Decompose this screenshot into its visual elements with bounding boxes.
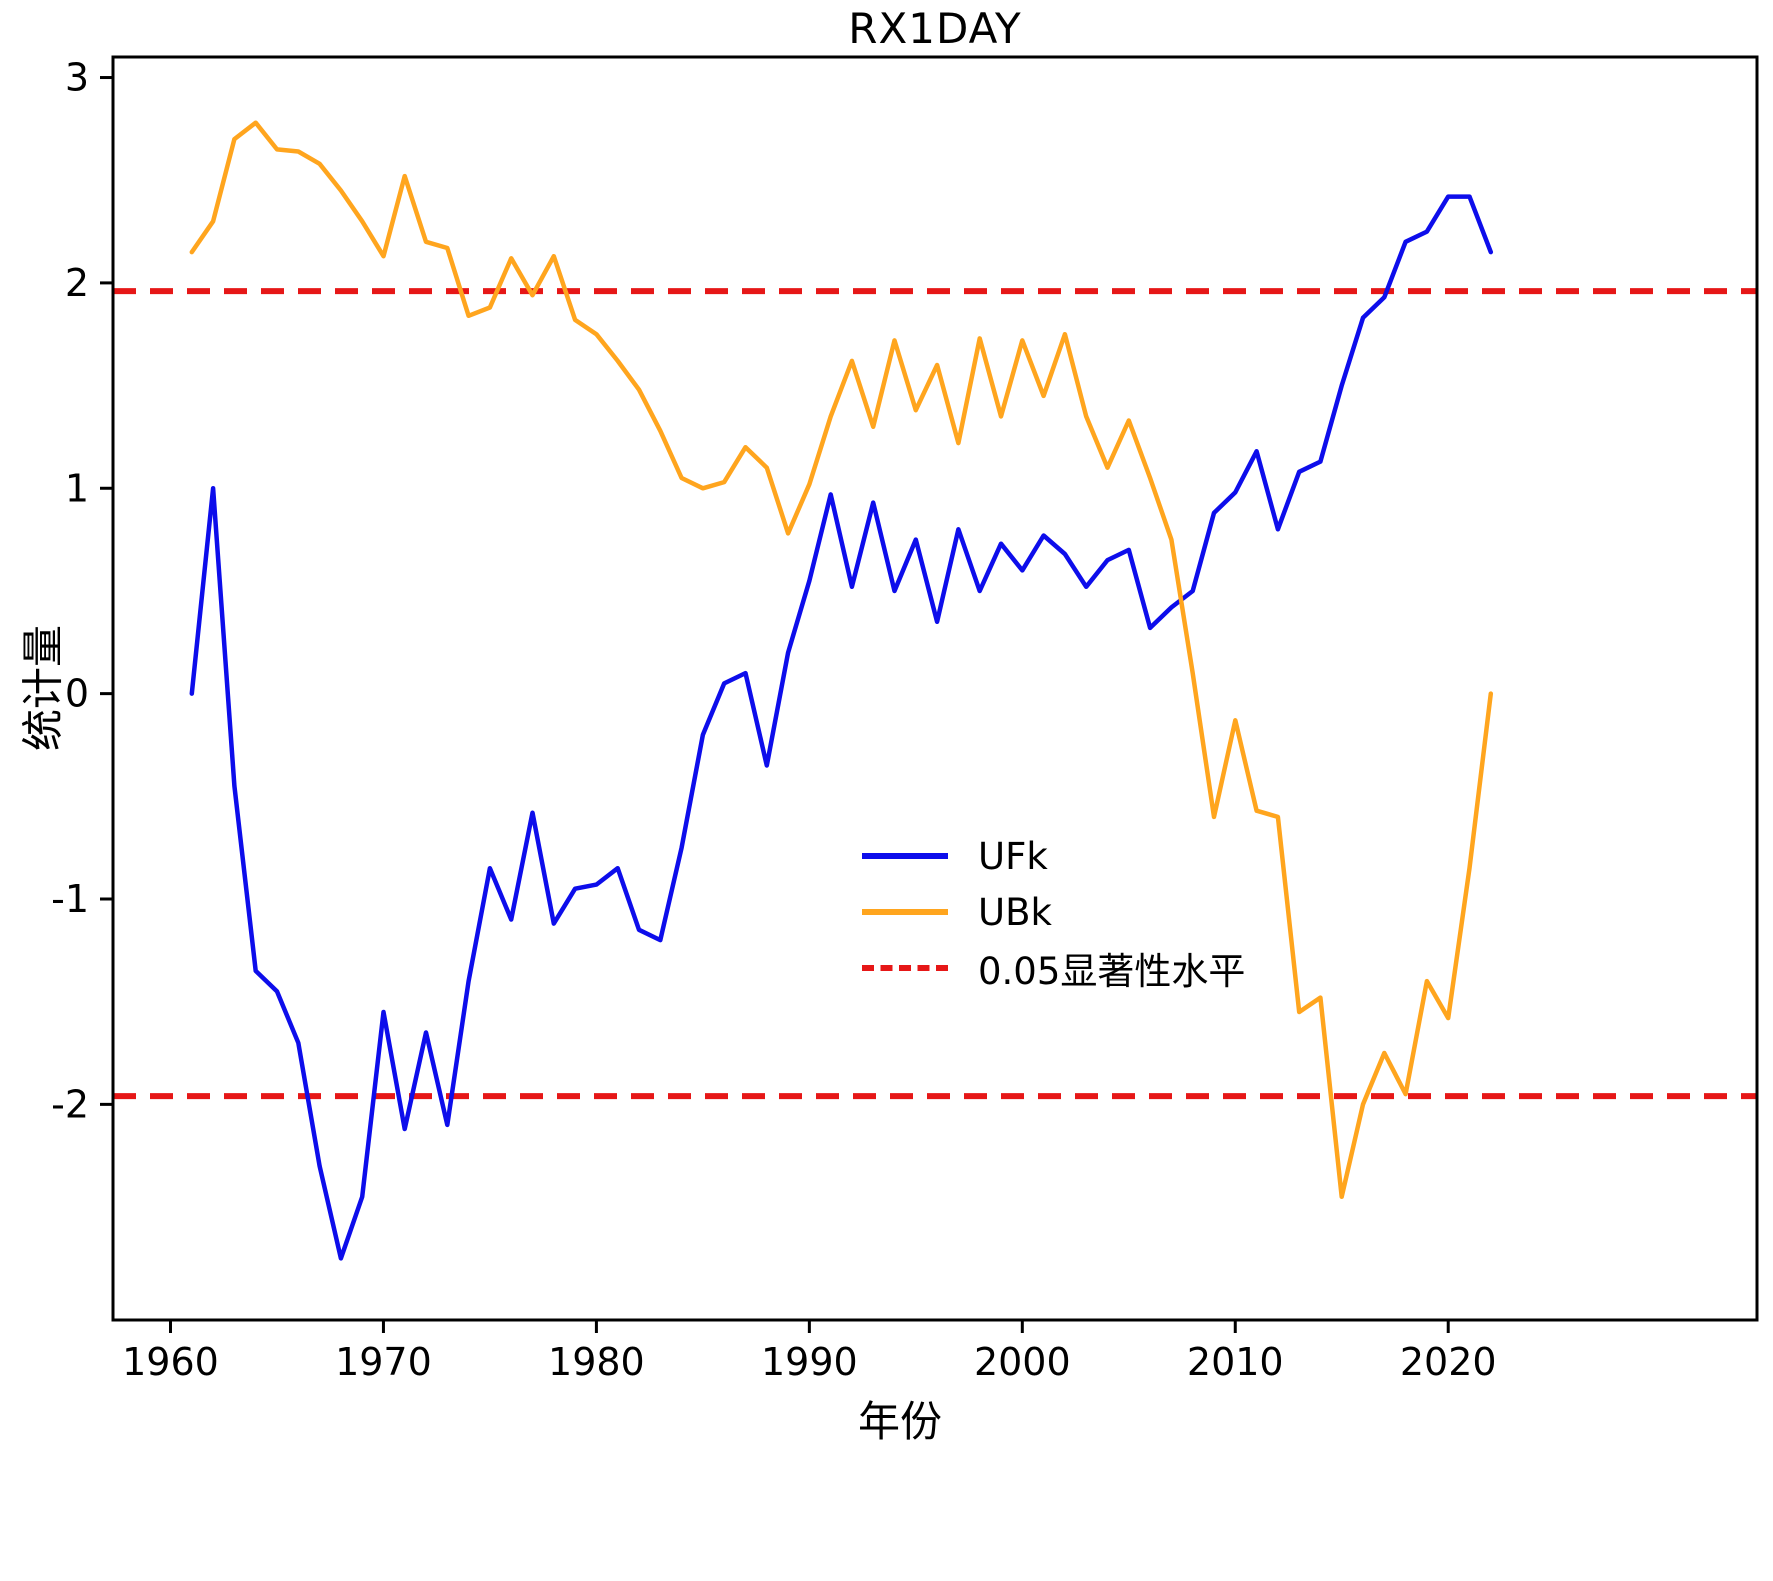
y-tick-label: 0 [65,672,89,716]
ubk-legend-label: UBk [978,890,1052,934]
ufk-line-sample [862,853,948,859]
legend-item-significance: 0.05显著性水平 [862,948,1245,993]
chart-title: RX1DAY [848,4,1022,53]
ubk-line [189,120,1494,1200]
y-tick-label: 2 [65,261,89,305]
x-axis-label: 年份 [857,1397,943,1446]
ufk-legend-label: UFk [978,834,1048,878]
x-tick-label: 1990 [761,1340,858,1384]
x-tick-label: 2010 [1187,1340,1284,1384]
x-tick-label: 1960 [122,1340,219,1384]
axes-frame [111,55,1759,1322]
ufk-line [189,194,1494,1261]
x-tick-label: 1980 [548,1340,645,1384]
legend: UFk UBk 0.05显著性水平 [862,834,1245,993]
y-tick-label: 1 [65,466,89,510]
x-tick-label: 2020 [1400,1340,1497,1384]
significance-legend-label: 0.05显著性水平 [978,950,1246,993]
y-tick-label: 3 [65,56,89,100]
significance-line-sample [862,965,948,971]
y-tick-label: -1 [51,877,89,921]
y-tick-label: -2 [51,1082,89,1126]
legend-item-ubk: UBk [862,890,1245,934]
ubk-line-sample [862,909,948,915]
x-tick-label: 2000 [974,1340,1071,1384]
legend-item-ufk: UFk [862,834,1245,878]
x-tick-label: 1970 [335,1340,432,1384]
